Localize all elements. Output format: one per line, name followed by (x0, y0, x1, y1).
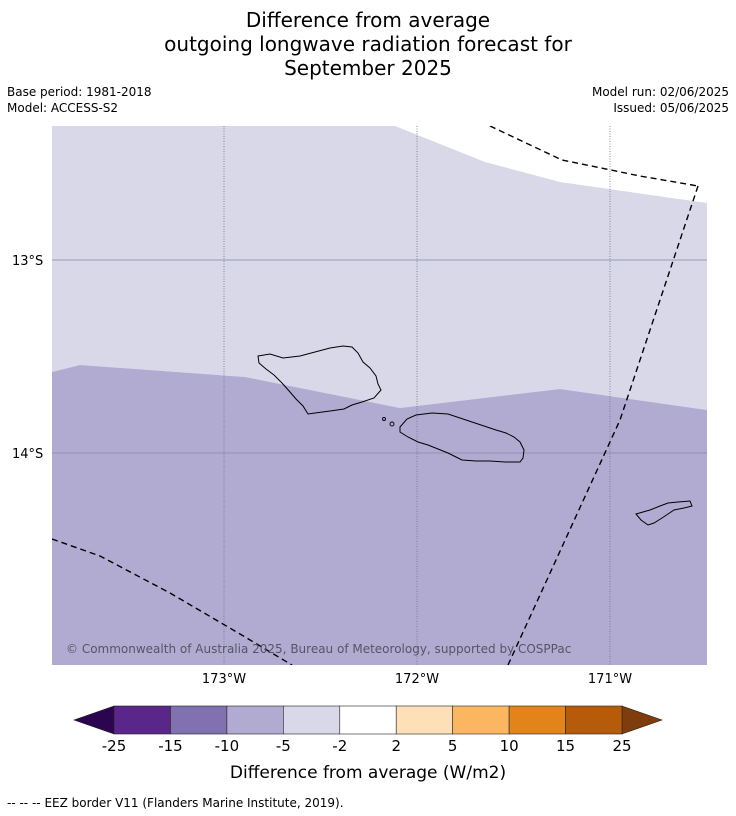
colorbar-tick-label: 10 (500, 737, 519, 755)
colorbar-under-arrow (73, 705, 115, 735)
copyright-text: © Commonwealth of Australia 2025, Bureau… (66, 642, 571, 656)
title-line-2: outgoing longwave radiation forecast for (164, 32, 572, 56)
title-line-3: September 2025 (284, 56, 452, 80)
colorbar-swatch (283, 705, 341, 735)
eez-border-southwest (52, 538, 293, 665)
eez-legend: -- -- -- EEZ border V11 (Flanders Marine… (7, 796, 344, 810)
island-tutuila (635, 500, 693, 526)
colorbar-swatch (508, 705, 566, 735)
meta-right: Model run: 02/06/2025 Issued: 05/06/2025 (592, 84, 729, 116)
lon-label-172w: 172°W (395, 672, 439, 687)
colorbar-tick-label: -2 (332, 737, 347, 755)
title-line-1: Difference from average (245, 8, 491, 32)
colorbar-tick-label: -25 (102, 737, 127, 755)
issued-text: Issued: 05/06/2025 (613, 101, 729, 115)
map-area: © Commonwealth of Australia 2025, Bureau… (52, 126, 707, 665)
colorbar: -25 -15 -10 -5 -2 2 5 10 15 25 (73, 705, 663, 755)
colorbar-over-arrow (621, 705, 663, 735)
lon-label-173w: 173°W (202, 672, 246, 687)
model-run-text: Model run: 02/06/2025 (591, 85, 729, 99)
colorbar-tick-label: 2 (391, 737, 401, 755)
base-period-text: Base period: 1981-2018 (7, 85, 152, 99)
colorbar-swatch (170, 705, 228, 735)
lat-label-13s: 13°S (12, 254, 43, 269)
anomaly-band-light (52, 126, 707, 410)
colorbar-swatch (339, 705, 397, 735)
island-apolima (382, 417, 386, 421)
colorbar-tick-label: 5 (448, 737, 458, 755)
colorbar-tick-label: 15 (556, 737, 575, 755)
colorbar-tick-label: 25 (612, 737, 631, 755)
colorbar-tick-label: -5 (276, 737, 291, 755)
colorbar-tick-label: -10 (215, 737, 240, 755)
island-manono (389, 421, 395, 427)
island-upolu (399, 412, 525, 463)
lat-label-14s: 14°S (12, 447, 43, 462)
colorbar-label: Difference from average (W/m2) (230, 763, 506, 783)
colorbar-swatch (565, 705, 623, 735)
colorbar-swatch (452, 705, 510, 735)
colorbar-swatch (113, 705, 171, 735)
chart-title: Difference from average outgoing longwav… (0, 8, 736, 80)
eez-legend-text: EEZ border V11 (Flanders Marine Institut… (44, 796, 344, 810)
model-text: Model: ACCESS-S2 (7, 101, 119, 115)
colorbar-tick-label: -15 (158, 737, 183, 755)
colorbar-swatch (395, 705, 453, 735)
eez-border-east (507, 185, 699, 665)
anomaly-band-dark (52, 365, 707, 665)
eez-legend-symbol: -- -- -- (7, 796, 41, 810)
meta-left: Base period: 1981-2018 Model: ACCESS-S2 (7, 84, 152, 116)
island-savaii (257, 345, 382, 415)
lon-label-171w: 171°W (588, 672, 632, 687)
colorbar-swatch (226, 705, 284, 735)
